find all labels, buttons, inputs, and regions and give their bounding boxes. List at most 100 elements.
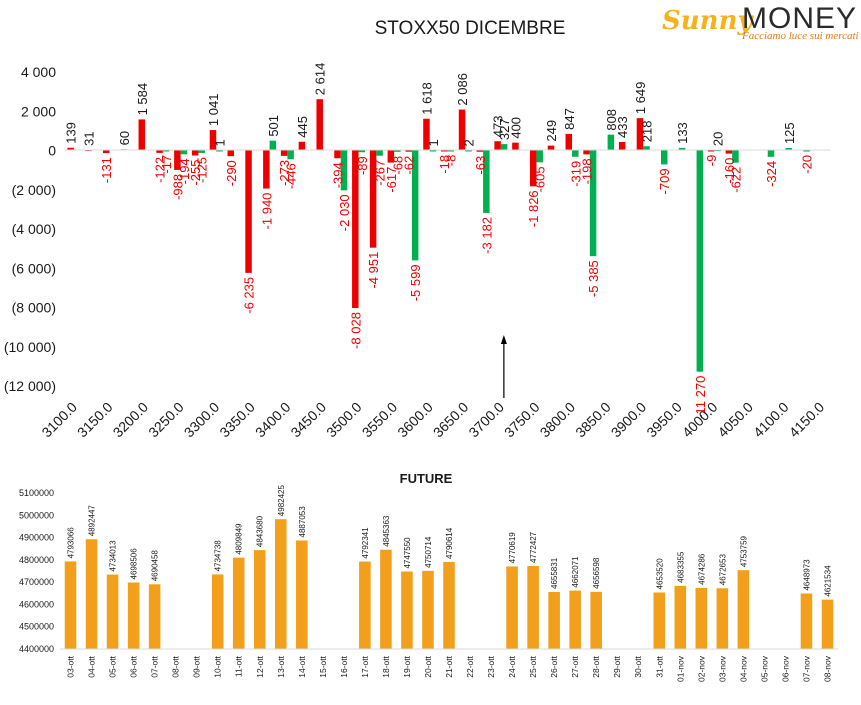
y-tick-label: (8 000) bbox=[12, 300, 56, 316]
call-bar bbox=[565, 133, 573, 151]
future-x-tick-label: 06-ott bbox=[129, 655, 139, 677]
call-bar bbox=[512, 142, 519, 151]
sunny-money-logo: Sunny MONEY Facciamo luce sui mercati bbox=[660, 2, 860, 46]
data-label: -160 bbox=[722, 158, 737, 184]
future-x-tick-label: 07-ott bbox=[150, 655, 160, 677]
call-bar bbox=[138, 119, 146, 151]
x-tick-label: 3300.0 bbox=[181, 399, 223, 441]
future-data-label: 4772427 bbox=[529, 531, 538, 563]
future-bar bbox=[716, 588, 729, 649]
call-bar bbox=[191, 150, 199, 156]
data-label: 133 bbox=[675, 122, 690, 144]
future-chart: FUTURE 4400000 4500000 4600000 4700000 48000… bbox=[19, 471, 838, 682]
put-bar bbox=[180, 150, 188, 155]
arrow-head bbox=[500, 335, 507, 344]
future-data-label: 4674286 bbox=[697, 553, 706, 585]
y-tick-label: 0 bbox=[48, 143, 56, 159]
future-bar bbox=[695, 587, 708, 649]
future-data-label: 4648973 bbox=[802, 559, 811, 591]
future-bar bbox=[232, 557, 245, 649]
call-bar bbox=[298, 141, 306, 151]
future-data-label: 4770619 bbox=[508, 532, 517, 564]
y-tick-label: (2 000) bbox=[12, 182, 56, 198]
future-x-tick-label: 05-ott bbox=[108, 655, 118, 677]
data-label: -273 bbox=[277, 160, 292, 186]
future-bar bbox=[401, 571, 413, 649]
data-label: -11 270 bbox=[693, 376, 708, 419]
data-label: -290 bbox=[224, 160, 239, 186]
future-x-tick-label: 29-ott bbox=[612, 655, 622, 677]
future-bar bbox=[569, 590, 581, 649]
y-tick-label: (12 000) bbox=[4, 378, 56, 394]
data-label: 31 bbox=[81, 131, 96, 145]
logo-sunny-text: Sunny bbox=[662, 6, 753, 36]
put-bar bbox=[447, 150, 454, 152]
data-label: 20 bbox=[711, 132, 726, 146]
future-data-label: 4753759 bbox=[739, 535, 748, 567]
future-data-label: 4790614 bbox=[445, 527, 454, 559]
put-bar bbox=[411, 150, 419, 261]
future-data-label: 4843680 bbox=[256, 515, 265, 547]
data-label: -5 599 bbox=[408, 264, 423, 301]
options-chart: STOXX50 DICEMBRE 4 000 2 000 0 (2 000) (4 00… bbox=[4, 18, 830, 441]
call-bar bbox=[352, 150, 359, 309]
call-bar bbox=[174, 150, 181, 170]
call-bar bbox=[529, 150, 537, 187]
call-bar bbox=[316, 99, 323, 151]
future-x-tick-label: 04-nov bbox=[738, 655, 748, 682]
future-data-label: 4653520 bbox=[655, 558, 664, 590]
future-bar bbox=[674, 585, 687, 649]
put-bar bbox=[216, 150, 223, 152]
data-label: -622 bbox=[728, 167, 743, 193]
data-label: -4 951 bbox=[366, 252, 381, 289]
call-bar bbox=[583, 150, 590, 155]
call-bar bbox=[369, 150, 377, 248]
put-bar bbox=[269, 140, 277, 151]
x-tick-label: 3700.0 bbox=[465, 399, 507, 441]
future-x-tick-label: 03-ott bbox=[66, 655, 76, 677]
x-tick-label: 3750.0 bbox=[501, 399, 543, 441]
future-bar bbox=[821, 599, 834, 649]
future-data-label: 4809849 bbox=[235, 523, 244, 555]
data-label: -3 182 bbox=[479, 217, 494, 254]
future-x-tick-label: 18-ott bbox=[381, 655, 391, 677]
data-label: 1 bbox=[426, 139, 441, 146]
data-label: -194 bbox=[177, 158, 192, 184]
call-bar bbox=[547, 145, 555, 151]
future-x-tick-label: 30-ott bbox=[633, 655, 643, 677]
data-label: -394 bbox=[331, 162, 346, 188]
data-label: 501 bbox=[266, 115, 281, 137]
future-bar bbox=[653, 592, 666, 649]
future-x-tick-label: 08-ott bbox=[171, 655, 181, 677]
future-y-tick-label: 4900000 bbox=[19, 533, 54, 543]
put-bar bbox=[589, 150, 597, 257]
put-bar bbox=[162, 150, 170, 152]
future-bar bbox=[590, 591, 602, 649]
put-bar bbox=[643, 146, 650, 151]
data-label: -20 bbox=[800, 155, 815, 174]
future-y-tick-label: 4400000 bbox=[19, 644, 54, 654]
put-bar bbox=[340, 150, 348, 191]
data-label: -988 bbox=[170, 174, 185, 200]
call-bar bbox=[618, 142, 626, 151]
data-label: 1 618 bbox=[419, 82, 434, 115]
future-x-tick-label: 25-ott bbox=[528, 655, 538, 677]
data-label: -8 bbox=[444, 155, 459, 167]
future-x-tick-label: 20-ott bbox=[423, 655, 433, 677]
put-bar bbox=[607, 134, 615, 151]
data-label: 433 bbox=[615, 116, 630, 138]
data-label: -198 bbox=[580, 158, 595, 184]
future-data-label: 4750714 bbox=[424, 536, 433, 568]
future-data-label: 4892447 bbox=[88, 505, 97, 537]
chart-title: STOXX50 DICEMBRE bbox=[375, 18, 566, 39]
x-tick-label: 3400.0 bbox=[252, 399, 294, 441]
future-data-label: 4792341 bbox=[361, 527, 370, 559]
call-bar bbox=[636, 118, 644, 151]
future-bar bbox=[85, 539, 98, 649]
put-bar bbox=[500, 144, 508, 151]
future-data-label: 4621534 bbox=[823, 565, 832, 597]
future-x-tick-label: 24-ott bbox=[507, 655, 517, 677]
future-y-tick-label: 4800000 bbox=[19, 555, 54, 565]
future-chart-title: FUTURE bbox=[400, 471, 453, 486]
